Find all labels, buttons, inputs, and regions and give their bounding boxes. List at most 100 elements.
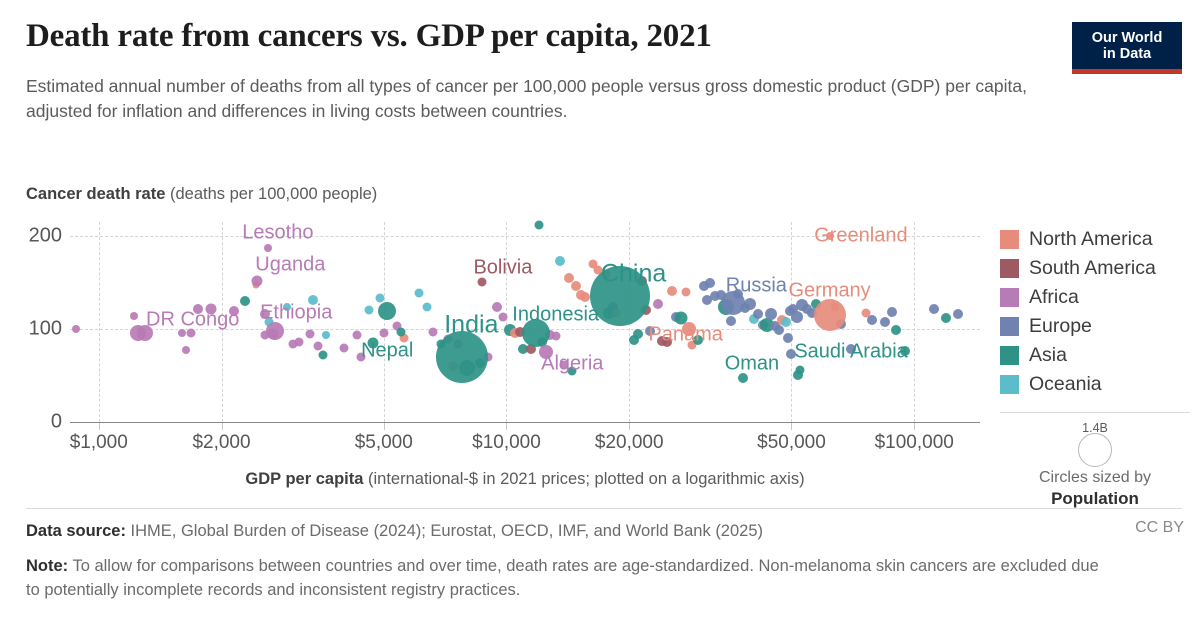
data-point[interactable] (628, 335, 639, 346)
data-point[interactable] (259, 309, 270, 320)
data-point[interactable] (941, 312, 952, 323)
data-point[interactable] (364, 305, 374, 315)
data-point[interactable] (743, 297, 756, 310)
data-point-ethiopia[interactable] (265, 321, 284, 340)
data-point[interactable] (846, 343, 857, 354)
data-point-bolivia[interactable] (477, 277, 487, 287)
data-point[interactable] (795, 365, 805, 375)
data-point[interactable] (880, 316, 891, 327)
data-point[interactable] (492, 301, 503, 312)
data-point[interactable] (205, 303, 217, 315)
data-point-indonesia[interactable] (521, 318, 550, 347)
data-point[interactable] (264, 317, 274, 327)
data-point[interactable] (698, 281, 709, 292)
data-point[interactable] (645, 325, 656, 336)
data-point[interactable] (318, 350, 328, 360)
data-point-lesotho[interactable] (263, 244, 272, 253)
data-point[interactable] (399, 333, 409, 343)
data-point[interactable] (294, 337, 304, 347)
data-point-india[interactable] (436, 330, 489, 383)
data-point[interactable] (182, 346, 191, 355)
our-world-in-data-logo[interactable]: Our World in Data (1072, 22, 1182, 74)
data-point[interactable] (396, 327, 406, 337)
data-point[interactable] (886, 307, 897, 318)
data-point-uganda[interactable] (251, 275, 263, 287)
data-point[interactable] (790, 310, 803, 323)
legend-item-asia[interactable]: Asia (1000, 341, 1200, 370)
data-point[interactable] (890, 324, 901, 335)
data-point[interactable] (563, 272, 574, 283)
data-point-oman[interactable] (737, 373, 748, 384)
data-point[interactable] (379, 328, 389, 338)
data-point[interactable] (580, 292, 591, 303)
data-point[interactable] (773, 324, 784, 335)
data-point[interactable] (321, 331, 330, 340)
data-point[interactable] (667, 285, 678, 296)
data-point[interactable] (72, 324, 81, 333)
data-point[interactable] (186, 328, 196, 338)
data-point[interactable] (518, 344, 529, 355)
data-point[interactable] (593, 265, 603, 275)
data-point[interactable] (559, 360, 569, 370)
data-point[interactable] (339, 343, 349, 353)
data-point[interactable] (239, 296, 250, 307)
data-point[interactable] (867, 314, 878, 325)
data-point[interactable] (861, 308, 871, 318)
data-point[interactable] (806, 308, 817, 319)
data-point[interactable] (632, 328, 643, 339)
data-point[interactable] (567, 366, 577, 376)
scatter-plot-area[interactable]: $1,000 $2,000 $5,000 $10,000 $20,000 $50,000 $… (29, 220, 980, 453)
data-point[interactable] (681, 287, 691, 297)
legend-item-europe[interactable]: Europe (1000, 312, 1200, 341)
data-point[interactable] (428, 327, 438, 337)
data-point[interactable] (283, 302, 292, 311)
legend-item-africa[interactable]: Africa (1000, 283, 1200, 312)
data-point[interactable] (229, 306, 240, 317)
data-point[interactable] (570, 281, 581, 292)
data-point-saudi-arabia[interactable] (793, 370, 804, 381)
data-point[interactable] (288, 339, 298, 349)
data-point[interactable] (177, 328, 186, 337)
data-point[interactable] (900, 346, 911, 357)
data-point-greenland[interactable] (825, 231, 834, 240)
data-point[interactable] (588, 259, 598, 269)
data-point[interactable] (725, 315, 736, 326)
data-point[interactable] (392, 321, 402, 331)
data-point[interactable] (422, 302, 432, 312)
data-point[interactable] (526, 343, 537, 354)
legend-item-north-america[interactable]: North America (1000, 225, 1200, 254)
data-point-germany[interactable] (813, 299, 846, 332)
data-point[interactable] (786, 349, 797, 360)
data-point[interactable] (192, 304, 203, 315)
data-point[interactable] (952, 309, 963, 320)
data-point[interactable] (693, 335, 704, 346)
data-point[interactable] (656, 336, 667, 347)
data-point[interactable] (534, 220, 544, 230)
data-point[interactable] (687, 340, 697, 350)
legend-item-south-america[interactable]: South America (1000, 254, 1200, 283)
data-point[interactable] (674, 311, 688, 325)
data-point[interactable] (554, 256, 565, 267)
data-point[interactable] (260, 330, 270, 340)
data-point[interactable] (414, 288, 424, 298)
data-point[interactable] (710, 291, 721, 302)
data-point[interactable] (749, 313, 760, 324)
data-point[interactable] (307, 295, 318, 306)
data-point[interactable] (551, 331, 561, 341)
data-point[interactable] (788, 304, 799, 315)
data-point[interactable] (313, 341, 323, 351)
data-point[interactable] (352, 330, 362, 340)
data-point[interactable] (305, 329, 315, 339)
data-point-nepal[interactable] (367, 337, 379, 349)
data-point[interactable] (129, 311, 138, 320)
data-point[interactable] (652, 298, 663, 309)
data-point-russia[interactable] (721, 290, 746, 315)
data-point[interactable] (781, 316, 792, 327)
data-point-china[interactable] (590, 266, 651, 327)
data-point[interactable] (753, 309, 764, 320)
data-point-algeria[interactable] (539, 345, 553, 360)
data-point-panama[interactable] (681, 321, 696, 336)
data-point[interactable] (715, 289, 726, 300)
legend-item-oceania[interactable]: Oceania (1000, 370, 1200, 399)
data-point[interactable] (662, 337, 673, 347)
